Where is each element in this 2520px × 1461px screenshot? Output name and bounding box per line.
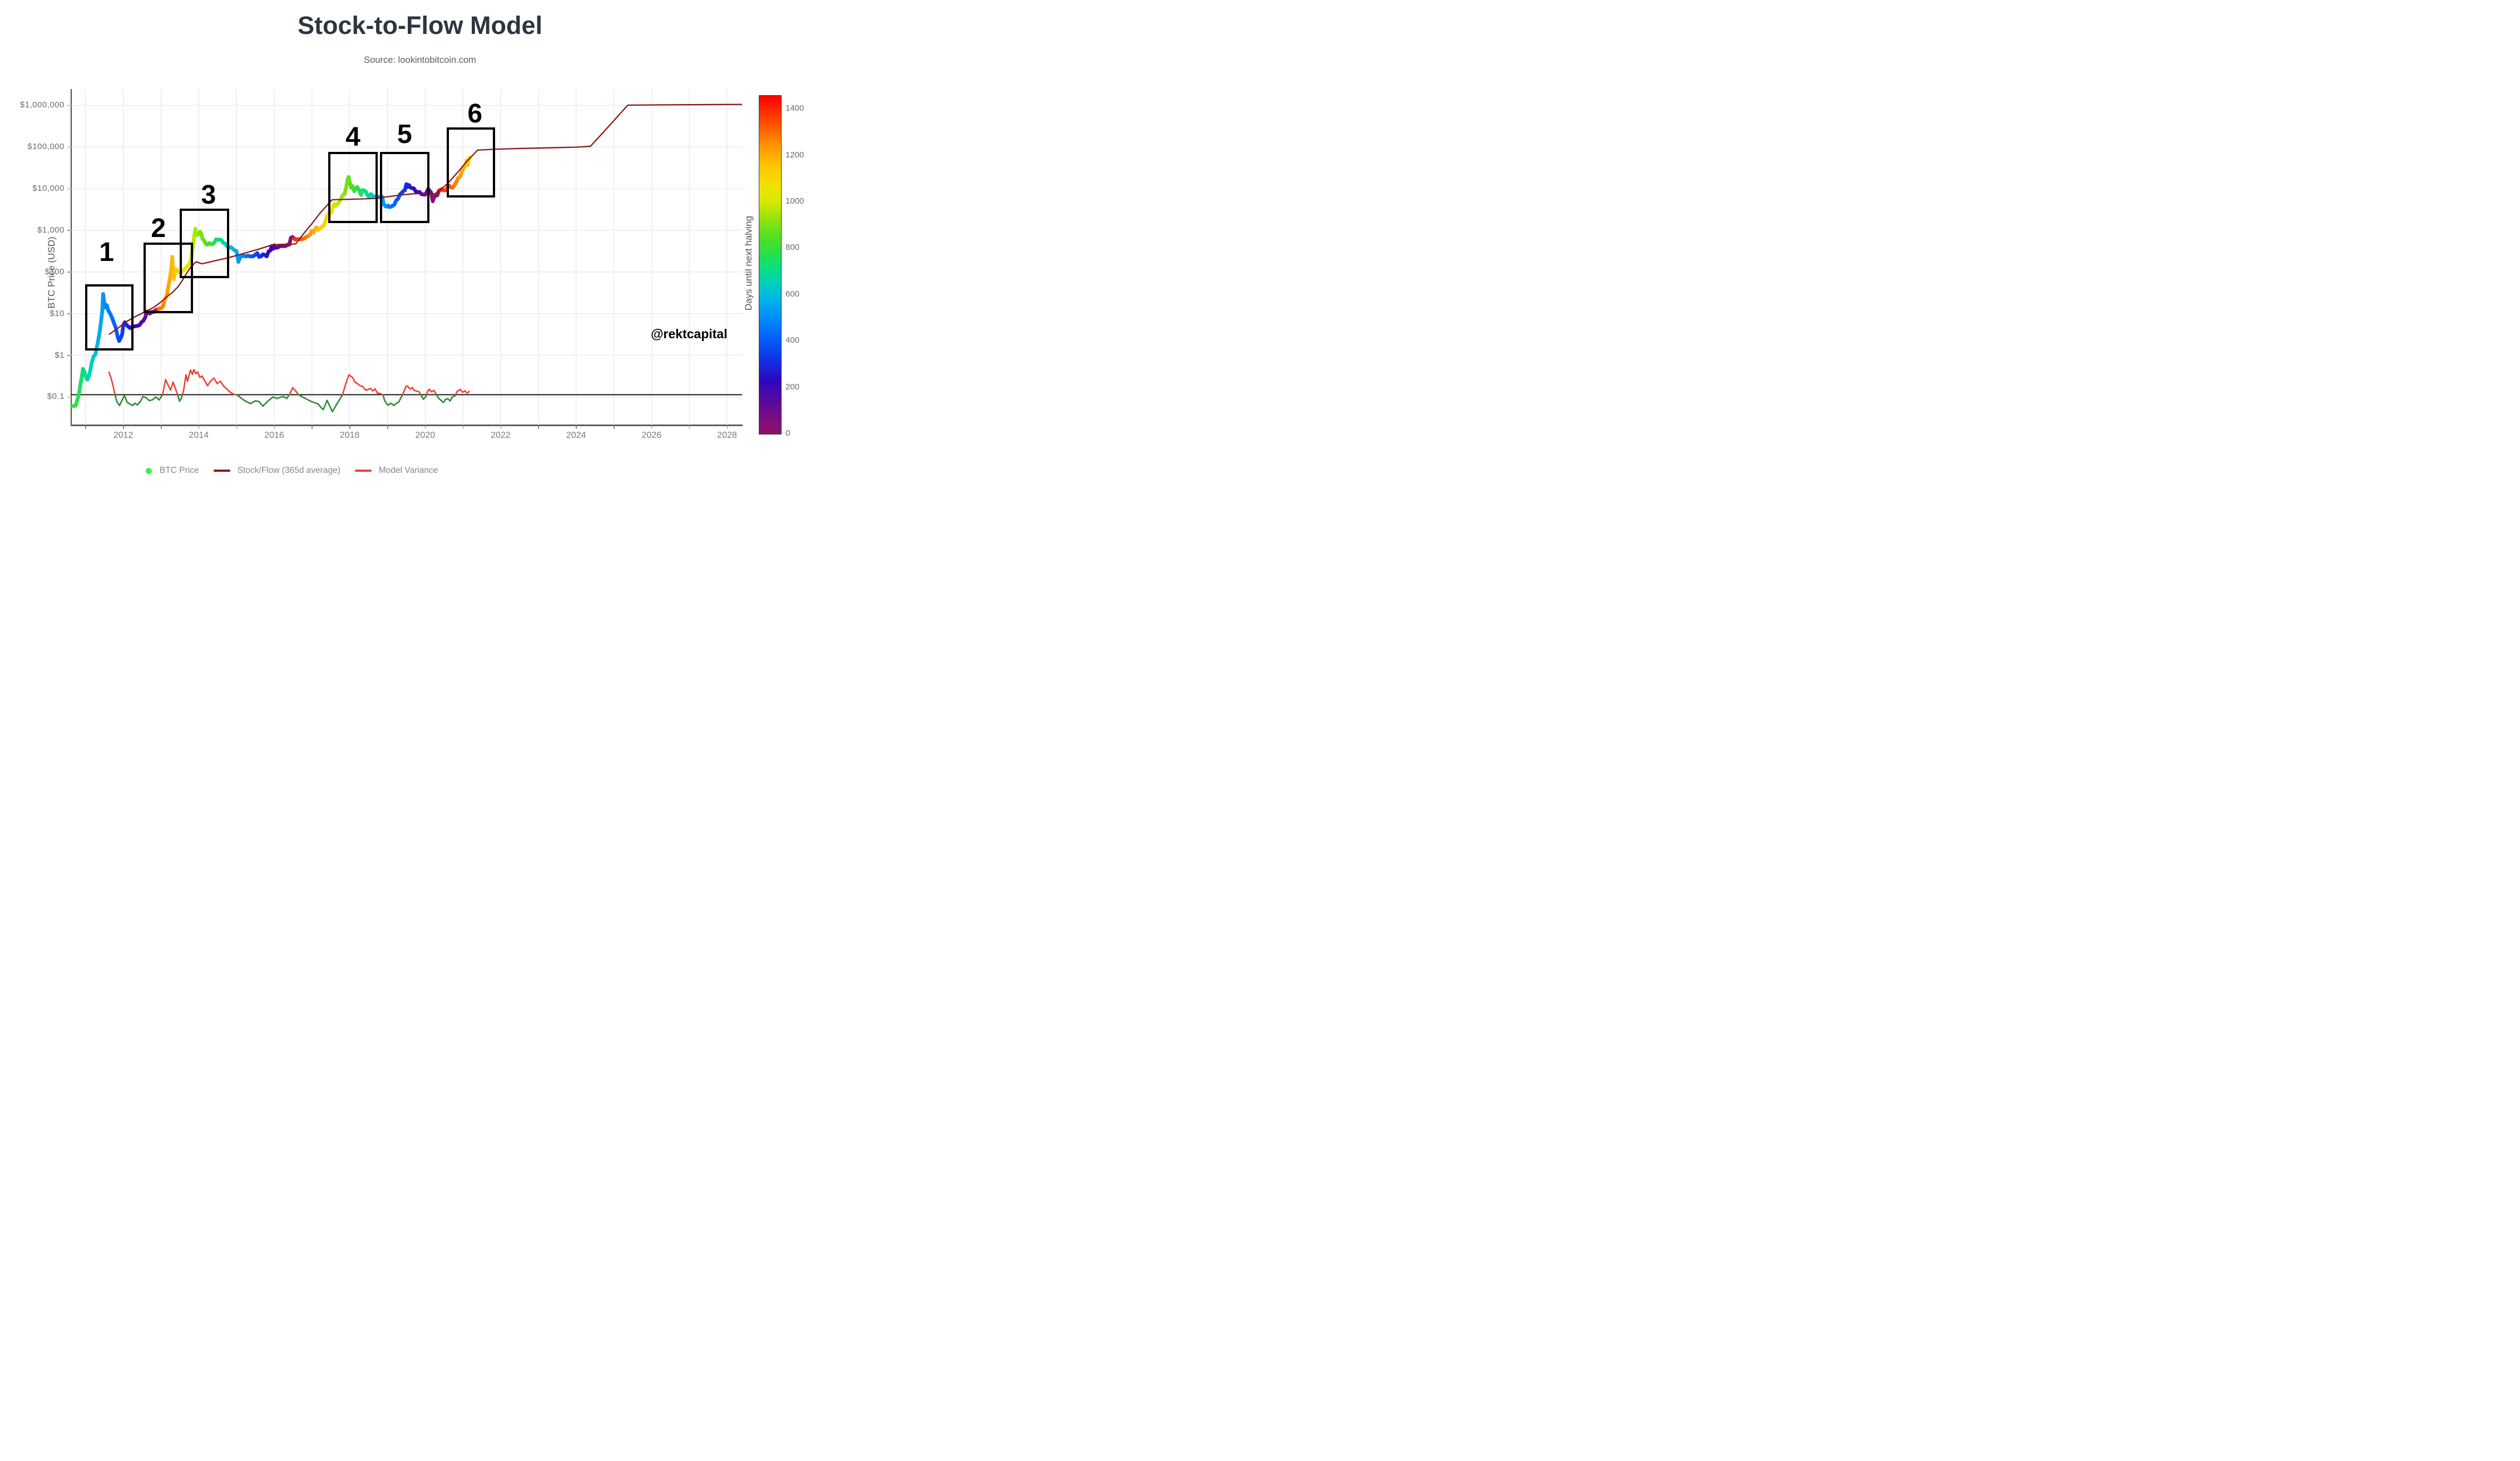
legend: BTC Price Stock/Flow (365d average) Mode… xyxy=(146,466,438,476)
y-tick-mark xyxy=(67,146,70,148)
x-tick-mark xyxy=(161,426,162,429)
x-tick-mark xyxy=(651,426,653,429)
stock-flow-legend-marker xyxy=(213,470,230,472)
colorbar-label: Days until next halving xyxy=(743,215,754,311)
stock-to-flow-chart-page: Stock-to-Flow Model Source: lookintobitc… xyxy=(0,0,840,487)
page-subtitle: Source: lookintobitcoin.com xyxy=(364,55,476,65)
x-tick-mark xyxy=(198,426,200,429)
y-tick-mark xyxy=(67,272,70,273)
x-tick-mark xyxy=(727,426,728,429)
btc-price-legend-marker xyxy=(146,467,152,474)
y-tick-label: $100,000 xyxy=(27,142,65,152)
y-tick-label: $1,000,000 xyxy=(19,100,65,110)
x-tick-label: 2014 xyxy=(189,431,209,440)
y-tick-label: $10 xyxy=(50,308,65,318)
cycle-box-6 xyxy=(447,127,496,198)
y-tick-mark xyxy=(67,313,70,314)
cycle-number-4: 4 xyxy=(345,122,360,152)
colorbar-tick-label: 400 xyxy=(785,335,800,345)
legend-label-btc-price: BTC Price xyxy=(160,466,199,475)
x-tick-mark xyxy=(462,426,464,429)
cycle-box-1 xyxy=(85,284,134,351)
watermark: @rektcapital xyxy=(651,327,728,341)
x-tick-label: 2026 xyxy=(641,431,662,440)
x-tick-mark xyxy=(424,426,426,429)
cycle-box-4 xyxy=(328,152,378,223)
colorbar-tick-label: 0 xyxy=(785,428,790,438)
colorbar-tick-label: 1200 xyxy=(785,150,804,160)
cycle-number-3: 3 xyxy=(201,180,216,210)
x-tick-mark xyxy=(85,426,86,429)
colorbar-tick-label: 1400 xyxy=(785,103,804,113)
plot-area xyxy=(71,89,742,425)
x-tick-mark xyxy=(576,426,577,429)
y-axis-spine xyxy=(70,89,72,425)
x-tick-mark xyxy=(500,426,501,429)
x-tick-mark xyxy=(538,426,539,429)
y-tick-mark xyxy=(67,355,70,356)
cycle-number-5: 5 xyxy=(397,119,412,149)
colorbar-tick-label: 200 xyxy=(785,382,800,392)
colorbar-tick-label: 800 xyxy=(785,243,800,253)
cycle-number-1: 1 xyxy=(99,237,114,267)
x-tick-label: 2020 xyxy=(415,431,436,440)
x-tick-mark xyxy=(312,426,313,429)
y-tick-mark xyxy=(67,188,70,190)
cycle-number-2: 2 xyxy=(151,214,166,244)
x-tick-label: 2028 xyxy=(717,431,737,440)
y-tick-label: $1 xyxy=(55,350,65,360)
y-tick-label: $100 xyxy=(45,266,65,277)
colorbar-tick-label: 1000 xyxy=(785,196,804,206)
cycle-box-5 xyxy=(380,151,429,223)
colorbar-tick-label: 600 xyxy=(785,289,800,299)
chart-canvas xyxy=(71,89,742,425)
cycle-number-6: 6 xyxy=(467,98,483,129)
y-tick-mark xyxy=(67,105,70,106)
y-tick-label: $10,000 xyxy=(32,184,65,194)
x-tick-mark xyxy=(236,426,238,429)
x-tick-mark xyxy=(689,426,690,429)
y-tick-mark xyxy=(67,230,70,231)
legend-label-model-variance: Model Variance xyxy=(378,466,438,475)
y-tick-label: $1,000 xyxy=(37,225,65,235)
cycle-box-3 xyxy=(180,208,230,278)
legend-label-stock-flow: Stock/Flow (365d average) xyxy=(237,466,340,475)
y-tick-label: $0.1 xyxy=(47,392,65,402)
x-tick-mark xyxy=(123,426,124,429)
y-tick-mark xyxy=(67,396,70,398)
colorbar xyxy=(759,95,782,435)
model-variance-legend-marker xyxy=(354,470,372,472)
x-tick-mark xyxy=(387,426,388,429)
x-axis-line xyxy=(70,425,743,426)
x-tick-mark xyxy=(349,426,350,429)
page-title: Stock-to-Flow Model xyxy=(298,11,542,40)
x-tick-label: 2022 xyxy=(491,431,511,440)
x-tick-mark xyxy=(274,426,275,429)
x-tick-label: 2016 xyxy=(264,431,284,440)
x-tick-label: 2012 xyxy=(113,431,134,440)
x-tick-label: 2024 xyxy=(566,431,586,440)
x-tick-label: 2018 xyxy=(339,431,360,440)
x-tick-mark xyxy=(614,426,615,429)
